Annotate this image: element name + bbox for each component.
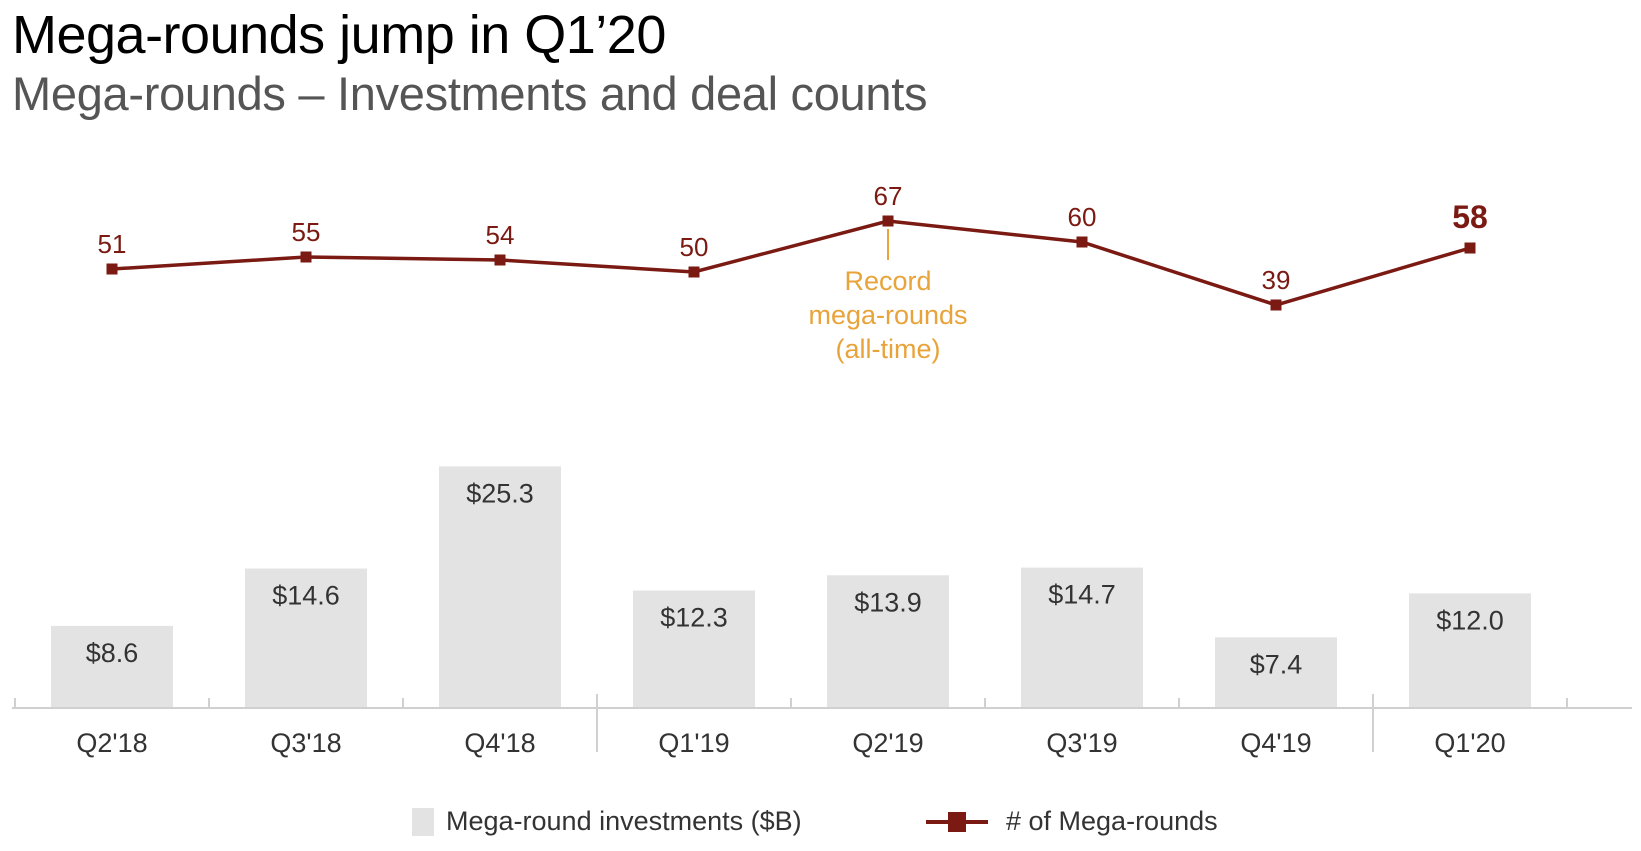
x-tick-label: Q2'19 [852,728,923,758]
bar [1021,567,1143,708]
bar-value-label: $14.6 [272,581,340,611]
line-value-label: 50 [680,232,709,262]
bar [633,590,755,708]
legend-swatch-bar [412,807,434,836]
x-tick-label: Q3'18 [270,728,341,758]
line-marker [882,215,894,227]
annotation-text: Record [844,266,931,296]
chart-title: Mega-rounds jump in Q1’20 [12,5,666,65]
x-tick-label: Q1'19 [658,728,729,758]
bar [827,575,949,708]
annotation-text: mega-rounds [808,300,967,330]
line-value-label: 54 [486,220,515,250]
legend-swatch-line [926,811,988,832]
x-tick-label: Q4'19 [1240,728,1311,758]
bar-value-label: $12.0 [1436,605,1504,635]
legend-item-investments: Mega-round investments ($B) [412,806,802,837]
bar-value-label: $14.7 [1048,580,1116,610]
line-marker [494,254,506,266]
bar-value-label: $12.3 [660,603,728,633]
line-value-label: 58 [1452,199,1488,235]
line-value-label: 55 [292,217,321,247]
legend-label-investments: Mega-round investments ($B) [446,806,802,836]
chart-subtitle: Mega-rounds – Investments and deal count… [12,67,928,120]
line-marker [1076,236,1088,248]
line-marker [1270,299,1282,311]
bar [439,466,561,708]
line-value-label: 60 [1068,202,1097,232]
bar [1409,593,1531,708]
bar [245,568,367,708]
line-marker [688,266,700,278]
x-tick-label: Q1'20 [1434,728,1505,758]
bar [1215,637,1337,708]
x-tick-label: Q3'19 [1046,728,1117,758]
line-value-label: 39 [1262,265,1291,295]
line-marker [1464,242,1476,254]
bar-value-label: $8.6 [86,638,139,668]
line-value-label: 67 [874,181,903,211]
legend-item-count: # of Mega-rounds [926,806,1218,837]
x-tick-label: Q4'18 [464,728,535,758]
bar-value-label: $13.9 [854,587,922,617]
line-value-label: 51 [98,229,127,259]
line-series [111,219,1471,307]
bar-value-label: $25.3 [466,478,534,508]
legend-label-count: # of Mega-rounds [1006,806,1218,836]
line-marker [106,263,118,275]
line-marker [300,251,312,263]
annotation-text: (all-time) [836,334,941,364]
bar-value-label: $7.4 [1250,649,1303,679]
x-tick-label: Q2'18 [76,728,147,758]
bar [51,625,173,708]
